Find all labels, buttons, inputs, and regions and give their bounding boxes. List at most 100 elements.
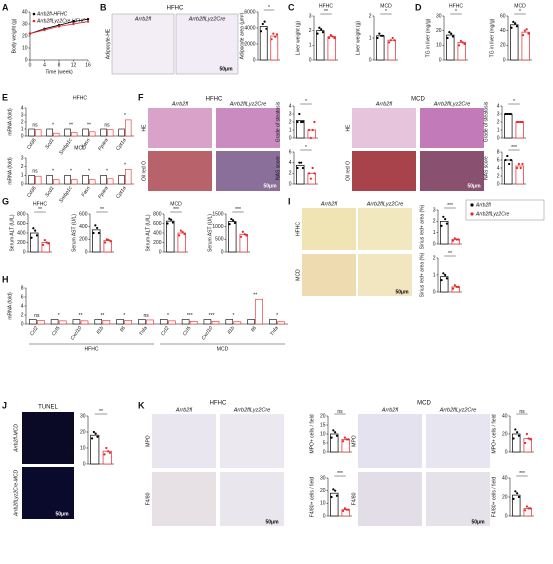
data-point	[45, 241, 48, 244]
significance: *	[70, 169, 72, 175]
data-point	[525, 432, 528, 436]
data-point	[527, 437, 530, 440]
y-tick-label: 2	[289, 119, 292, 125]
x-tick-label: Cxcl10	[70, 325, 84, 341]
mpo-image	[358, 414, 422, 468]
data-point	[90, 437, 94, 440]
data-point	[313, 172, 316, 175]
condition-header: MCD	[411, 97, 425, 103]
significance: ***	[187, 313, 193, 319]
x-tick-label: Cpt1a	[115, 185, 128, 200]
data-point	[103, 453, 106, 456]
bar	[30, 232, 39, 253]
x-tick-label: Il1b	[227, 325, 237, 335]
panel-letter: F	[138, 92, 144, 102]
bar	[125, 168, 132, 185]
y-tick-label: 200	[153, 240, 162, 246]
y-axis-label: Grade of steatosis	[483, 101, 489, 142]
sirius-image	[358, 254, 412, 296]
x-tick-label: Ccl5	[182, 325, 193, 337]
stain-label: Oil red O	[345, 161, 351, 181]
bar	[118, 128, 125, 137]
chart-title: HFHC	[73, 95, 87, 101]
y-tick-label: 10	[436, 43, 442, 49]
y-tick-label: 2	[289, 171, 292, 177]
y-tick-label: 2	[21, 119, 24, 125]
oil-red-image	[420, 151, 484, 191]
data-point	[347, 438, 350, 441]
y-tick-label: 20	[80, 429, 86, 435]
panel-letter: J	[2, 400, 7, 410]
y-tick-label: 2	[497, 173, 500, 179]
bar	[166, 220, 175, 253]
data-point	[461, 41, 464, 44]
data-point	[327, 36, 331, 40]
significance: ns	[519, 409, 525, 415]
bar	[118, 175, 125, 185]
x-tick-label: Ccl2	[29, 325, 40, 337]
y-tick-label: 2	[433, 255, 436, 261]
y-tick-label: 0	[83, 461, 86, 467]
significance: ns	[143, 313, 149, 319]
data-point	[463, 42, 466, 45]
bar	[94, 319, 103, 325]
y-tick-label: 40	[500, 28, 506, 34]
data-point	[259, 30, 263, 33]
stain-label: Adipocyte-HE	[105, 28, 111, 59]
y-tick-label: 20	[500, 43, 506, 49]
bar	[330, 433, 339, 453]
y-tick-label: 0	[21, 321, 24, 327]
data-point	[517, 120, 520, 124]
data-point	[334, 489, 337, 492]
mpo-image	[152, 414, 216, 468]
x-tick-label: Cd36	[26, 137, 38, 150]
significance: *	[513, 99, 515, 105]
y-tick-label: 800	[17, 211, 26, 217]
data-point	[275, 33, 279, 36]
y-tick-label: 4	[289, 160, 292, 166]
scale-bar: 50μm	[265, 519, 279, 525]
y-axis-label: Liver weight (g)	[355, 21, 361, 56]
data-point	[510, 26, 513, 29]
data-point	[378, 32, 381, 35]
data-point	[525, 505, 528, 508]
y-tick-label: 2	[497, 119, 500, 125]
y-tick-label: 0	[253, 57, 256, 63]
panel-letter: I	[288, 196, 291, 206]
data-point	[261, 22, 264, 26]
data-point	[301, 120, 305, 124]
bar	[107, 129, 114, 137]
y-axis-label: MPO+ cells / field	[491, 414, 497, 453]
stain-label: MPO	[145, 435, 151, 447]
data-point	[509, 158, 513, 162]
f480-image	[152, 472, 216, 526]
x-tick-label: 16	[85, 62, 91, 68]
x-tick-label: Ccl2	[160, 325, 171, 337]
data-point	[307, 128, 311, 132]
genotype-label: Arrb2flLyz2Cre	[433, 101, 471, 107]
tunel-image	[22, 467, 74, 519]
bar	[35, 175, 42, 185]
bar	[168, 320, 176, 325]
y-tick-label: 20	[502, 494, 508, 500]
data-point	[232, 219, 235, 222]
data-point	[233, 221, 237, 224]
data-point	[442, 215, 445, 218]
significance: ***	[173, 207, 179, 213]
data-point	[459, 39, 462, 43]
y-tick-label: 3	[497, 111, 500, 117]
significance: ns	[104, 122, 110, 128]
y-tick-label: 2	[21, 312, 24, 318]
significance: ns	[337, 409, 343, 415]
x-tick-label: Srebp1c	[58, 185, 74, 204]
y-tick-label: 1	[309, 43, 312, 49]
data-point	[330, 436, 333, 439]
significance: *	[268, 5, 270, 11]
significance: *	[167, 313, 169, 319]
bar	[125, 119, 132, 137]
series-point	[72, 22, 75, 26]
y-tick-label: 60	[500, 13, 506, 19]
data-point	[333, 36, 336, 40]
bar	[177, 232, 186, 253]
y-axis-label: Serum AST (U/L)	[71, 214, 77, 252]
